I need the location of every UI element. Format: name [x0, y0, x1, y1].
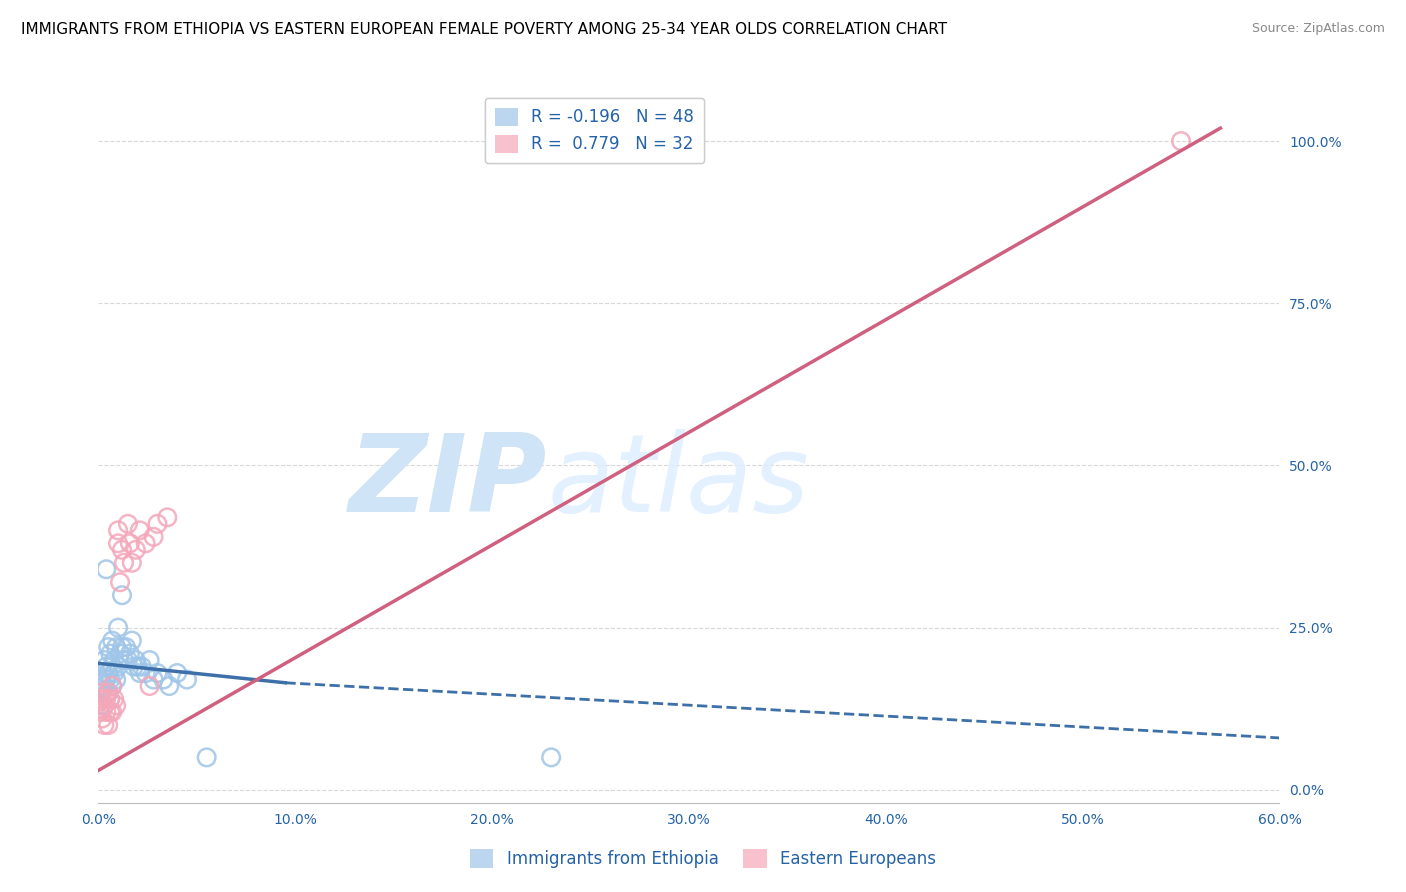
Point [89, 673, 111, 687]
Point [111, 588, 134, 602]
Point [157, 679, 180, 693]
Point [125, 653, 148, 667]
Point [97, 640, 120, 654]
Point [127, 659, 149, 673]
Point [89, 692, 111, 706]
Point [121, 556, 143, 570]
Point [103, 666, 125, 681]
Point [101, 705, 124, 719]
Point [101, 679, 124, 693]
Point [96, 705, 118, 719]
Point [93, 679, 115, 693]
Point [112, 556, 135, 570]
Legend: Immigrants from Ethiopia, Eastern Europeans: Immigrants from Ethiopia, Eastern Europe… [463, 843, 943, 875]
Point [195, 750, 218, 764]
Point [107, 621, 129, 635]
Point [156, 510, 179, 524]
Point [96, 562, 118, 576]
Point [111, 640, 134, 654]
Point [105, 698, 128, 713]
Point [118, 536, 141, 550]
Point [540, 750, 562, 764]
Point [142, 530, 165, 544]
Point [118, 647, 141, 661]
Point [138, 679, 160, 693]
Point [101, 633, 124, 648]
Point [152, 673, 174, 687]
Point [97, 685, 120, 699]
Point [117, 516, 139, 531]
Point [142, 673, 165, 687]
Point [89, 705, 111, 719]
Point [138, 653, 160, 667]
Point [111, 542, 134, 557]
Point [93, 718, 115, 732]
Legend: R = -0.196   N = 48, R =  0.779   N = 32: R = -0.196 N = 48, R = 0.779 N = 32 [485, 97, 704, 163]
Point [122, 659, 145, 673]
Point [107, 524, 129, 538]
Point [128, 666, 150, 681]
Point [98, 647, 121, 661]
Text: IMMIGRANTS FROM ETHIOPIA VS EASTERN EUROPEAN FEMALE POVERTY AMONG 25-34 YEAR OLD: IMMIGRANTS FROM ETHIOPIA VS EASTERN EURO… [21, 22, 948, 37]
Point [101, 679, 124, 693]
Point [96, 673, 118, 687]
Point [112, 653, 135, 667]
Point [93, 653, 115, 667]
Point [121, 633, 143, 648]
Point [135, 536, 157, 550]
Point [103, 653, 125, 667]
Text: ZIP: ZIP [349, 429, 547, 534]
Point [115, 640, 138, 654]
Point [91, 711, 114, 725]
Point [1170, 134, 1192, 148]
Point [135, 666, 157, 681]
Point [93, 698, 115, 713]
Point [117, 653, 139, 667]
Point [146, 666, 169, 681]
Point [89, 698, 111, 713]
Point [101, 659, 124, 673]
Point [146, 516, 169, 531]
Point [108, 575, 131, 590]
Point [105, 640, 128, 654]
Point [107, 659, 129, 673]
Point [98, 692, 121, 706]
Point [96, 692, 118, 706]
Point [97, 685, 120, 699]
Point [96, 659, 118, 673]
Point [98, 673, 121, 687]
Point [107, 536, 129, 550]
Point [98, 705, 121, 719]
Point [103, 692, 125, 706]
Point [176, 673, 198, 687]
Point [166, 666, 188, 681]
Text: atlas: atlas [547, 429, 808, 534]
Text: Source: ZipAtlas.com: Source: ZipAtlas.com [1251, 22, 1385, 36]
Point [97, 718, 120, 732]
Point [91, 685, 114, 699]
Point [125, 542, 148, 557]
Point [91, 685, 114, 699]
Point [128, 524, 150, 538]
Point [91, 666, 114, 681]
Point [131, 659, 153, 673]
Point [98, 692, 121, 706]
Point [93, 698, 115, 713]
Point [108, 647, 131, 661]
Point [97, 666, 120, 681]
Point [105, 673, 128, 687]
